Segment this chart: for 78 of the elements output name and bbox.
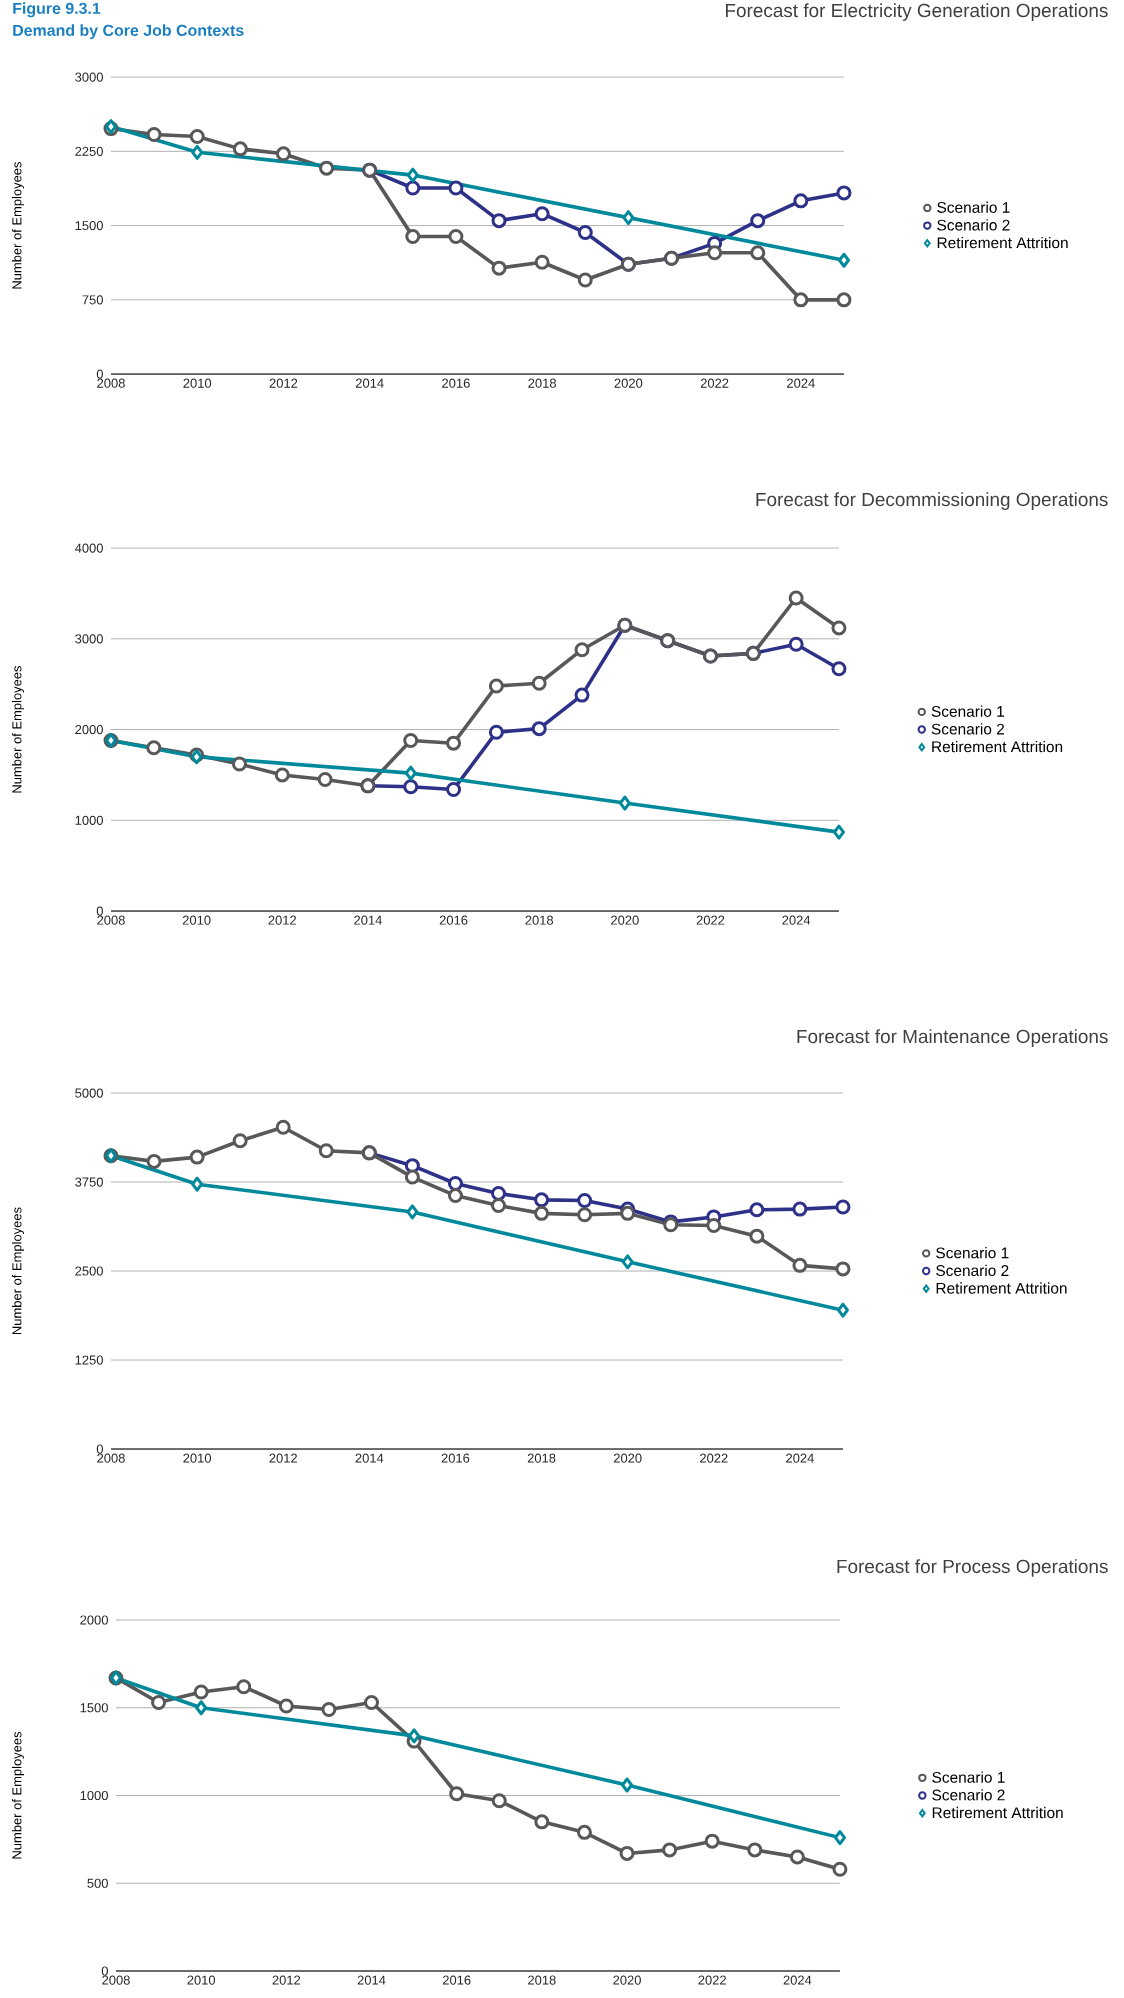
- y-axis-title: Number of Employees: [11, 1207, 25, 1335]
- legend-label: Retirement Attrition: [932, 1806, 1063, 1819]
- y-tick-label: 1000: [80, 1790, 108, 1801]
- y-tick-label: 3000: [75, 72, 103, 82]
- y-tick-label: 0: [101, 1966, 109, 1976]
- x-tick-label: 2018: [525, 915, 554, 925]
- legend-label: Scenario 2: [932, 1789, 1005, 1801]
- y-tick-label: 5000: [75, 1088, 103, 1098]
- x-tick-label: 2010: [187, 1975, 216, 1985]
- x-tick-label: 2024: [783, 1975, 812, 1985]
- x-tick-label: 2022: [696, 915, 725, 925]
- x-tick-label: 2014: [357, 1975, 386, 1985]
- x-tick-label: 2018: [528, 1975, 556, 1985]
- text: Forecast for Maintenance Operations: [797, 1029, 1108, 1047]
- x-tick-label: 2012: [272, 1975, 301, 1985]
- x-tick-label: 2010: [183, 378, 212, 388]
- y-tick-label: 500: [87, 1878, 108, 1888]
- y-tick-label: 3000: [75, 634, 103, 644]
- x-tick-label: 2012: [269, 1453, 297, 1463]
- y-tick-label: 0: [96, 906, 104, 916]
- text: Forecast for Decommissioning Operations: [756, 492, 1108, 510]
- x-tick-label: 2014: [354, 915, 382, 925]
- x-tick-label: 2022: [700, 378, 729, 388]
- y-axis-title: Number of Employees: [11, 1731, 25, 1859]
- y-tick-label: 0: [96, 369, 104, 379]
- x-tick-label: 2018: [527, 1453, 556, 1463]
- y-tick-label: 1000: [75, 815, 103, 825]
- x-tick-label: 2020: [614, 378, 643, 388]
- legend-label: Scenario 2: [931, 723, 1005, 735]
- y-tick-label: 2000: [75, 724, 103, 735]
- x-tick-label: 2018: [528, 378, 557, 388]
- x-tick-label: 2022: [698, 1975, 726, 1985]
- x-tick-label: 2008: [97, 1453, 125, 1463]
- y-axis-title: Number of Employees: [11, 162, 25, 289]
- y-tick-label: 1500: [75, 221, 103, 231]
- x-tick-label: 2024: [782, 915, 811, 925]
- text: Forecast for Electricity Generation Operations: [726, 3, 1108, 21]
- x-tick-label: 2008: [97, 378, 125, 388]
- y-tick-label: 2250: [75, 146, 103, 156]
- y-tick-label: 3750: [75, 1177, 103, 1187]
- legend-label: Scenario 1: [931, 705, 1005, 717]
- legend-label: Retirement Attrition: [932, 740, 1063, 753]
- y-tick-label: 1250: [75, 1355, 103, 1365]
- x-tick-label: 2012: [268, 915, 297, 925]
- legend-label: Scenario 2: [937, 219, 1010, 231]
- x-tick-label: 2016: [442, 1975, 471, 1985]
- x-tick-label: 2020: [613, 1453, 642, 1463]
- legend-label: Scenario 1: [937, 201, 1010, 213]
- x-tick-label: 2016: [441, 1453, 470, 1463]
- legend-label: Scenario 2: [936, 1264, 1009, 1277]
- x-tick-label: 2014: [355, 1453, 384, 1463]
- x-tick-label: 2016: [442, 378, 470, 388]
- y-tick-label: 2500: [75, 1266, 103, 1276]
- x-tick-label: 2014: [355, 378, 384, 388]
- x-tick-label: 2024: [787, 378, 815, 388]
- legend-label: Scenario 1: [936, 1247, 1009, 1259]
- x-tick-label: 2010: [183, 1453, 212, 1463]
- x-tick-label: 2016: [439, 915, 468, 925]
- y-tick-label: 1500: [80, 1703, 108, 1713]
- x-tick-label: 2012: [269, 378, 298, 388]
- y-tick-label: 750: [82, 295, 103, 305]
- y-tick-label: 4000: [74, 543, 103, 553]
- caption: Figure 9.3.1: [13, 2, 101, 18]
- x-tick-label: 2022: [700, 1453, 728, 1463]
- legend-label: Retirement Attrition: [937, 236, 1068, 249]
- y-tick-label: 0: [96, 1444, 104, 1454]
- x-tick-label: 2024: [786, 1453, 814, 1463]
- x-tick-label: 2020: [613, 1975, 641, 1985]
- x-tick-label: 2020: [611, 915, 639, 925]
- y-axis-title: Number of Employees: [11, 665, 25, 793]
- x-tick-label: 2008: [102, 1975, 130, 1985]
- legend-label: Scenario 1: [932, 1771, 1005, 1783]
- text: Demand by Core Job Contexts: [13, 24, 244, 40]
- y-tick-label: 2000: [80, 1615, 108, 1625]
- x-tick-label: 2010: [182, 915, 211, 925]
- x-tick-label: 2008: [97, 915, 125, 925]
- text: Forecast for Process Operations: [837, 1559, 1108, 1577]
- legend-label: Retirement Attrition: [936, 1282, 1067, 1294]
